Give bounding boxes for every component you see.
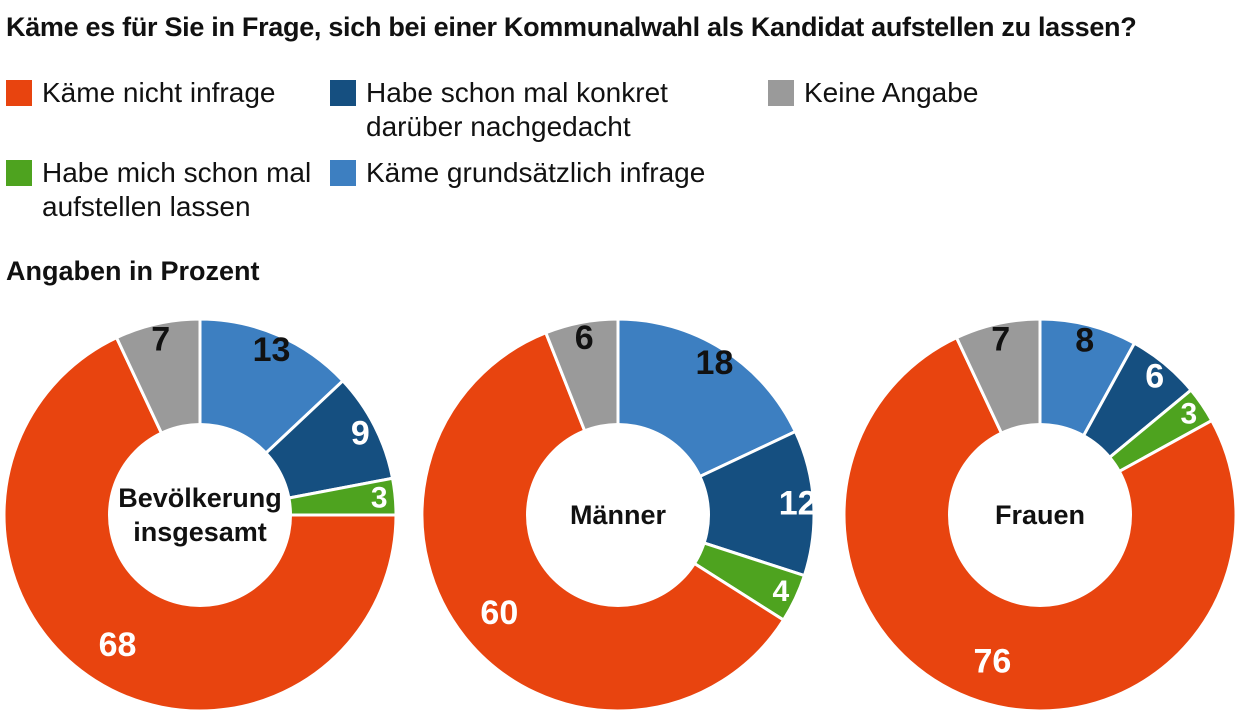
slice-habe-schon-mal-konkret-darueber-nachgedacht: [613, 429, 816, 578]
value-label-habe-mich-schon-mal-aufstellen-lassen: 3: [1181, 397, 1198, 430]
legend-label: Habe schon mal konkret darüber nachgedac…: [366, 77, 668, 142]
center-label: Männer: [570, 500, 667, 530]
legend-label: Käme grundsätzlich infrage: [366, 157, 706, 188]
legend-label: Habe mich schon mal aufstellen lassen: [42, 157, 312, 222]
legend-swatch-konkret-nachgedacht: [330, 80, 356, 106]
legend-label: Käme nicht infrage: [42, 77, 276, 108]
donut-chart-3: 8 63 76 7 Frauen: [842, 317, 1238, 713]
value-label-keine-angabe: 7: [151, 320, 170, 358]
value-label-habe-schon-mal-konkret-darueber-nachgedacht: 6: [1145, 357, 1164, 395]
center-label: insgesamt: [133, 517, 267, 547]
legend-label: Keine Angabe: [804, 77, 979, 108]
legend-swatch-keine-angabe: [768, 80, 794, 106]
value-label-kaeme-nicht-infrage: 76: [973, 642, 1011, 680]
donut-hole: [526, 423, 710, 607]
donut-chart-1: 13 93 68 7 Bevölkerung insgesamt: [2, 317, 398, 713]
donut-hole: [108, 423, 292, 607]
legend-swatch-aufstellen-lassen: [6, 160, 32, 186]
value-label-kaeme-grundsaetzlich-infrage: 8: [1075, 322, 1094, 360]
value-label-habe-schon-mal-konkret-darueber-nachgedacht: 12: [779, 485, 817, 523]
center-label: Frauen: [995, 500, 1085, 530]
legend-item-kaeme-nicht-infrage: Käme nicht infrage: [6, 76, 306, 110]
value-label-habe-mich-schon-mal-aufstellen-lassen: 3: [371, 482, 388, 515]
legend-swatch-kaeme-nicht-infrage: [6, 80, 32, 106]
value-label-kaeme-nicht-infrage: 68: [99, 626, 137, 664]
value-label-kaeme-grundsaetzlich-infrage: 13: [253, 331, 291, 369]
value-label-kaeme-nicht-infrage: 60: [480, 594, 518, 632]
donut-hole: [948, 423, 1132, 607]
value-label-keine-angabe: 7: [991, 320, 1010, 358]
donut-chart-2: 18 12 4 60 6 Männer: [420, 317, 817, 713]
legend-item-grundsaetzlich-infrage: Käme grundsätzlich infrage: [330, 156, 730, 190]
legend-item-keine-angabe: Keine Angabe: [768, 76, 1028, 110]
chart-title: Käme es für Sie in Frage, sich bei einer…: [6, 12, 1137, 42]
center-label: Bevölkerung: [118, 483, 282, 513]
chart-subtitle: Angaben in Prozent: [6, 256, 260, 286]
legend-swatch-grundsaetzlich-infrage: [330, 160, 356, 186]
legend-item-konkret-nachgedacht: Habe schon mal konkret darüber nachgedac…: [330, 76, 690, 144]
value-label-kaeme-grundsaetzlich-infrage: 18: [696, 344, 734, 382]
value-label-habe-schon-mal-konkret-darueber-nachgedacht: 9: [351, 414, 370, 452]
value-label-habe-mich-schon-mal-aufstellen-lassen: 4: [773, 575, 790, 608]
legend-item-aufstellen-lassen: Habe mich schon mal aufstellen lassen: [6, 156, 316, 224]
value-label-keine-angabe: 6: [575, 319, 594, 357]
